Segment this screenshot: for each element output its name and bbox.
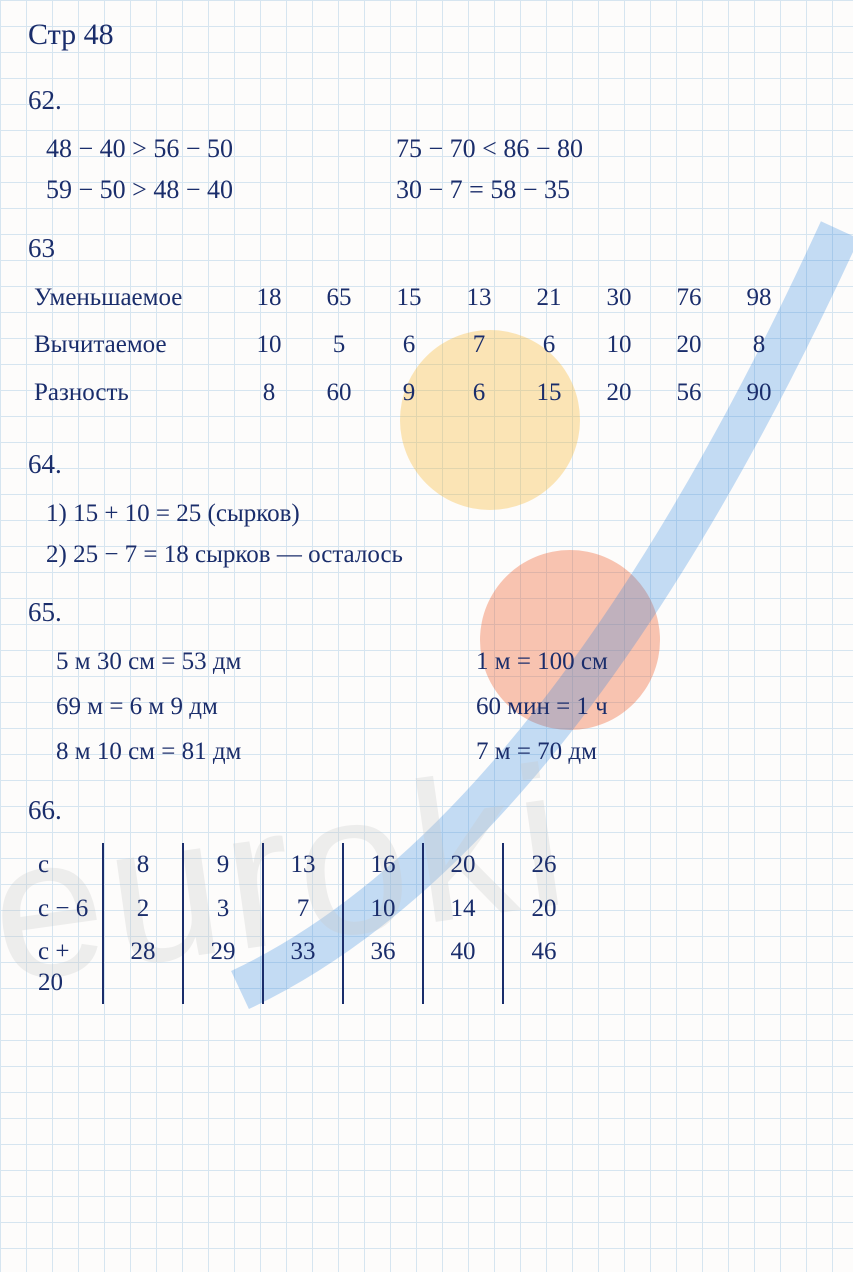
ex65-cell: 69 м = 6 м 9 дм bbox=[56, 691, 356, 722]
ex66-header: c bbox=[34, 843, 104, 886]
ex66-cell: 33 bbox=[264, 930, 344, 1005]
ex63-cell: 56 bbox=[654, 377, 724, 408]
ex65-block: 5 м 30 см = 53 дм 1 м = 100 см 69 м = 6 … bbox=[56, 646, 833, 768]
ex62-cell: 30 − 7 = 58 − 35 bbox=[396, 174, 676, 207]
ex66-cell: 46 bbox=[504, 930, 584, 1005]
ex66-cell: 20 bbox=[504, 887, 584, 930]
ex63-cell: 6 bbox=[444, 377, 514, 408]
ex66-header: 8 bbox=[104, 843, 184, 886]
ex66-row-label: c − 6 bbox=[34, 887, 104, 930]
ex62-row: 48 − 40 > 56 − 50 75 − 70 < 86 − 80 bbox=[46, 133, 833, 166]
ex66-cell: 7 bbox=[264, 887, 344, 930]
ex63-cell: 9 bbox=[374, 377, 444, 408]
page-content: Стр 48 62. 48 − 40 > 56 − 50 75 − 70 < 8… bbox=[0, 0, 853, 1014]
ex63-cell: 76 bbox=[654, 282, 724, 313]
ex63-cell: 13 bbox=[444, 282, 514, 313]
exercise-number-64: 64. bbox=[28, 448, 833, 482]
ex63-cell: 7 bbox=[444, 329, 514, 360]
ex62-row: 59 − 50 > 48 − 40 30 − 7 = 58 − 35 bbox=[46, 174, 833, 207]
ex65-cell: 7 м = 70 дм bbox=[476, 736, 597, 767]
ex63-cell: 6 bbox=[514, 329, 584, 360]
ex66-cell: 14 bbox=[424, 887, 504, 930]
ex63-cell: 8 bbox=[234, 377, 304, 408]
ex65-row: 69 м = 6 м 9 дм 60 мин = 1 ч bbox=[56, 691, 833, 722]
exercise-number-63: 63 bbox=[28, 232, 833, 266]
ex63-cell: 65 bbox=[304, 282, 374, 313]
ex66-cell: 36 bbox=[344, 930, 424, 1005]
ex63-cell: 21 bbox=[514, 282, 584, 313]
ex63-row-label: Вычитаемое bbox=[34, 329, 234, 360]
ex65-cell: 5 м 30 см = 53 дм bbox=[56, 646, 356, 677]
ex63-cell: 18 bbox=[234, 282, 304, 313]
ex66-cell: 2 bbox=[104, 887, 184, 930]
ex63-cell: 90 bbox=[724, 377, 794, 408]
exercise-number-65: 65. bbox=[28, 596, 833, 630]
ex63-cell: 30 bbox=[584, 282, 654, 313]
ex62-cell: 75 − 70 < 86 − 80 bbox=[396, 133, 676, 166]
ex66-header: 20 bbox=[424, 843, 504, 886]
ex63-cell: 10 bbox=[234, 329, 304, 360]
ex66-header: 13 bbox=[264, 843, 344, 886]
ex66-table: c 8 9 13 16 20 26 c − 6 2 3 7 10 14 20 c… bbox=[34, 843, 833, 1004]
ex65-cell: 60 мин = 1 ч bbox=[476, 691, 608, 722]
ex63-cell: 20 bbox=[584, 377, 654, 408]
ex65-row: 8 м 10 см = 81 дм 7 м = 70 дм bbox=[56, 736, 833, 767]
ex63-cell: 15 bbox=[374, 282, 444, 313]
ex66-cell: 29 bbox=[184, 930, 264, 1005]
ex66-cell: 10 bbox=[344, 887, 424, 930]
ex63-cell: 60 bbox=[304, 377, 374, 408]
ex64-line: 2) 25 − 7 = 18 сырков — осталось bbox=[46, 539, 833, 570]
page-title: Стр 48 bbox=[28, 16, 833, 54]
ex63-cell: 6 bbox=[374, 329, 444, 360]
exercise-number-66: 66. bbox=[28, 794, 833, 828]
ex66-row-label: c + 20 bbox=[34, 930, 104, 1005]
ex66-header: 9 bbox=[184, 843, 264, 886]
ex63-row-label: Уменьшаемое bbox=[34, 282, 234, 313]
ex66-header: 26 bbox=[504, 843, 584, 886]
ex63-table: Уменьшаемое 18 65 15 13 21 30 76 98 Вычи… bbox=[34, 282, 833, 408]
ex66-header: 16 bbox=[344, 843, 424, 886]
ex62-cell: 59 − 50 > 48 − 40 bbox=[46, 174, 326, 207]
exercise-number-62: 62. bbox=[28, 84, 833, 118]
ex63-cell: 5 bbox=[304, 329, 374, 360]
ex66-cell: 3 bbox=[184, 887, 264, 930]
ex63-row-label: Разность bbox=[34, 377, 234, 408]
ex63-cell: 20 bbox=[654, 329, 724, 360]
ex65-row: 5 м 30 см = 53 дм 1 м = 100 см bbox=[56, 646, 833, 677]
ex63-cell: 10 bbox=[584, 329, 654, 360]
ex66-cell: 28 bbox=[104, 930, 184, 1005]
ex66-cell: 40 bbox=[424, 930, 504, 1005]
ex65-cell: 1 м = 100 см bbox=[476, 646, 608, 677]
ex63-cell: 98 bbox=[724, 282, 794, 313]
ex63-cell: 15 bbox=[514, 377, 584, 408]
ex62-cell: 48 − 40 > 56 − 50 bbox=[46, 133, 326, 166]
ex64-line: 1) 15 + 10 = 25 (сырков) bbox=[46, 498, 833, 529]
ex65-cell: 8 м 10 см = 81 дм bbox=[56, 736, 356, 767]
ex63-cell: 8 bbox=[724, 329, 794, 360]
